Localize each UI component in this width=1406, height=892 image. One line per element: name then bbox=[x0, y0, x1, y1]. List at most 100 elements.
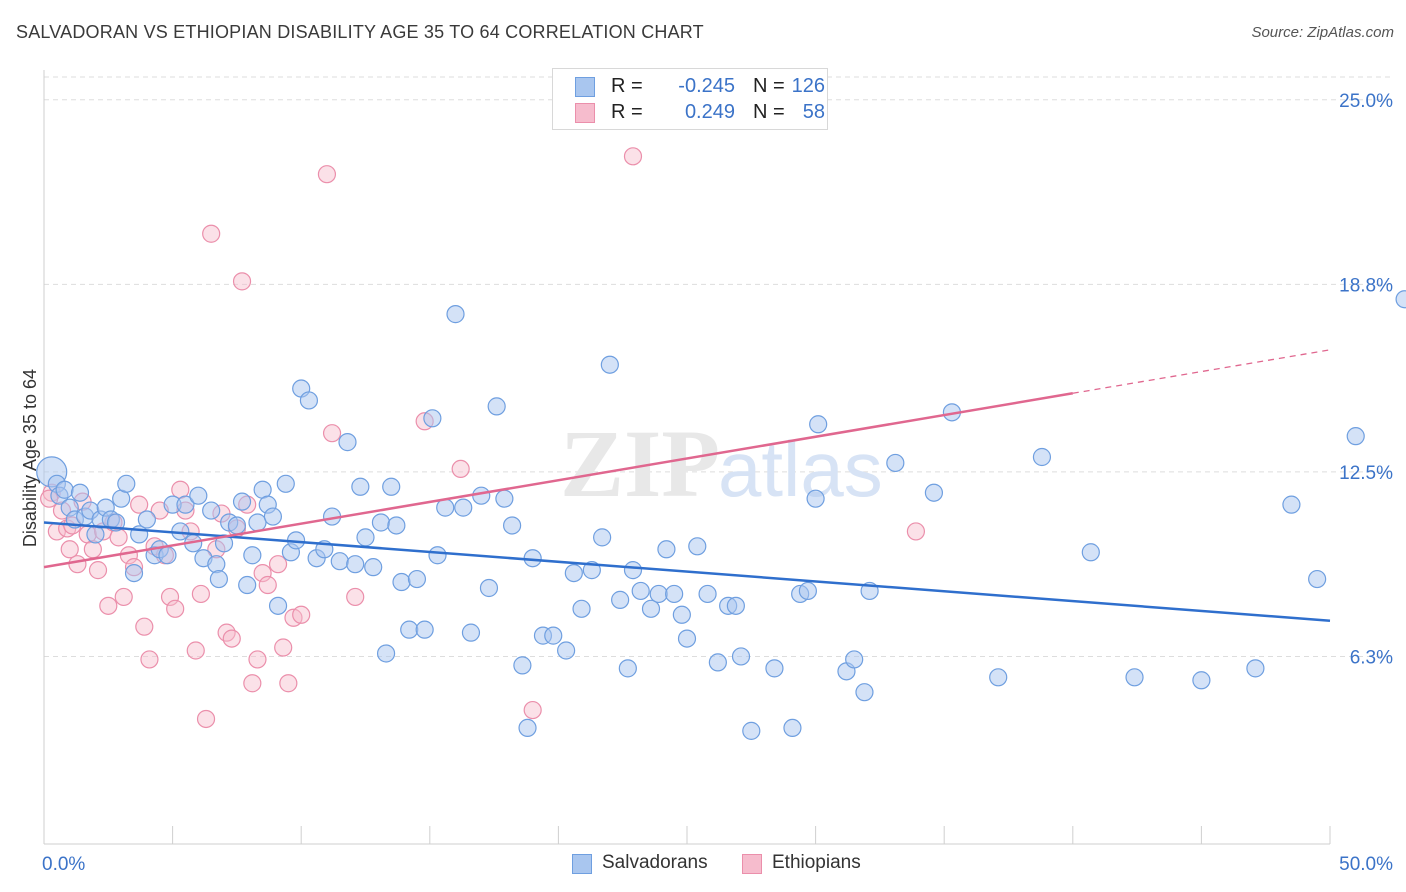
salvadoran-point bbox=[518, 718, 537, 738]
salvadoran-point bbox=[855, 683, 874, 702]
salvadoran-trend-line bbox=[43, 521, 1331, 622]
salvadoran-point bbox=[338, 433, 357, 452]
n-label: N = bbox=[753, 75, 785, 97]
salvadoran-point bbox=[407, 569, 427, 589]
salvadoran-point bbox=[124, 563, 144, 583]
ethiopian-point bbox=[623, 147, 643, 166]
salvadoran-point bbox=[428, 546, 447, 565]
salvadoran-point bbox=[1308, 569, 1327, 589]
salvadoran-point bbox=[176, 495, 195, 514]
salvadoran-point bbox=[649, 584, 668, 604]
salvadoran-point bbox=[207, 555, 226, 574]
ethiopian-point bbox=[274, 638, 293, 657]
r-label: R = bbox=[611, 101, 643, 123]
salvadoran-point bbox=[364, 558, 383, 577]
salvadoran-point bbox=[371, 513, 391, 532]
r-value: -0.245 bbox=[678, 75, 735, 97]
salvadoran-point bbox=[503, 516, 522, 535]
salvadoran-point bbox=[798, 581, 817, 601]
salvadoran-point bbox=[845, 650, 864, 669]
salvadoran-point bbox=[672, 605, 691, 624]
ethiopian-point bbox=[109, 528, 128, 547]
salvadoran-point bbox=[248, 513, 267, 532]
salvadoran-point bbox=[137, 510, 156, 529]
salvadoran-point bbox=[572, 599, 591, 618]
salvadoran-point bbox=[202, 501, 221, 520]
salvadoran-point bbox=[631, 581, 650, 601]
salvadoran-point bbox=[232, 492, 252, 511]
salvadoran-point bbox=[1346, 427, 1365, 446]
salvadoran-point bbox=[299, 391, 319, 410]
stats-box: R = -0.245 N = 126 R = 0.249 N = 58 bbox=[552, 68, 828, 130]
legend-pink-swatch bbox=[742, 854, 762, 874]
salvadoran-point bbox=[346, 555, 365, 574]
salvadoran-point bbox=[330, 552, 349, 571]
ethiopian-trend-extension bbox=[1072, 349, 1331, 394]
salvadoran-points bbox=[36, 290, 1406, 740]
salvadoran-point bbox=[688, 537, 707, 556]
salvadoran-point bbox=[117, 474, 136, 493]
ethiopian-point bbox=[217, 623, 236, 642]
y-tick-label: 6.3% bbox=[1350, 647, 1393, 668]
salvadoran-point bbox=[989, 668, 1008, 687]
ethiopian-point bbox=[268, 555, 288, 574]
salvadoran-point bbox=[1081, 543, 1100, 562]
salvadoran-point bbox=[415, 620, 434, 639]
ethiopian-point bbox=[166, 599, 185, 618]
salvadoran-point bbox=[600, 355, 619, 374]
salvadoran-point bbox=[809, 415, 828, 434]
salvadoran-point bbox=[55, 480, 74, 499]
salvadoran-point bbox=[742, 721, 761, 740]
salvadoran-point bbox=[765, 659, 784, 678]
salvadoran-point bbox=[472, 486, 491, 505]
salvadoran-point bbox=[731, 647, 751, 666]
salvadoran-point bbox=[1125, 668, 1144, 687]
salvadoran-point bbox=[557, 641, 576, 660]
salvadoran-point bbox=[726, 596, 745, 615]
r-value: 0.249 bbox=[684, 101, 735, 123]
legend-label: Ethiopians bbox=[772, 852, 861, 873]
ethiopian-point bbox=[253, 563, 272, 583]
salvadoran-point bbox=[564, 563, 583, 583]
ethiopian-point bbox=[202, 224, 221, 243]
salvadoran-point bbox=[158, 546, 177, 565]
ethiopian-point bbox=[243, 674, 262, 693]
legend-blue-swatch bbox=[572, 854, 592, 874]
pink-swatch bbox=[575, 103, 595, 123]
ethiopian-point bbox=[279, 674, 298, 693]
source-text: Source: ZipAtlas.com bbox=[1251, 24, 1394, 41]
ethiopian-point bbox=[523, 700, 542, 720]
ethiopian-point bbox=[186, 641, 205, 660]
ethiopian-point bbox=[83, 540, 102, 559]
salvadoran-point bbox=[641, 599, 661, 618]
n-label: N = bbox=[753, 101, 785, 123]
axes bbox=[43, 70, 1331, 845]
salvadoran-point bbox=[708, 653, 727, 672]
salvadoran-point bbox=[392, 572, 411, 592]
salvadoran-point bbox=[238, 575, 257, 595]
ethiopian-point bbox=[906, 522, 926, 541]
ethiopian-point bbox=[88, 561, 108, 580]
salvadoran-point bbox=[495, 489, 514, 508]
salvadoran-point bbox=[886, 453, 905, 473]
ethiopian-point bbox=[68, 555, 87, 574]
salvadoran-point bbox=[618, 659, 637, 678]
salvadoran-point bbox=[376, 644, 396, 663]
x-tick-label: 0.0% bbox=[42, 854, 85, 875]
ethiopian-trend-line bbox=[43, 392, 1074, 569]
n-value: 58 bbox=[802, 101, 825, 123]
ethiopian-point bbox=[130, 495, 149, 514]
ethiopian-point bbox=[222, 629, 241, 648]
ethiopian-point bbox=[258, 575, 277, 595]
salvadoran-point bbox=[436, 498, 455, 517]
ethiopian-point bbox=[451, 459, 470, 479]
salvadoran-point bbox=[487, 397, 506, 416]
salvadoran-point bbox=[387, 516, 406, 535]
salvadoran-point bbox=[623, 561, 643, 580]
watermark-zip: ZIP bbox=[560, 410, 720, 517]
salvadoran-point bbox=[227, 516, 246, 535]
y-tick-label: 12.5% bbox=[1339, 463, 1393, 484]
salvadoran-point bbox=[1395, 290, 1406, 309]
salvadoran-point bbox=[1032, 447, 1052, 467]
